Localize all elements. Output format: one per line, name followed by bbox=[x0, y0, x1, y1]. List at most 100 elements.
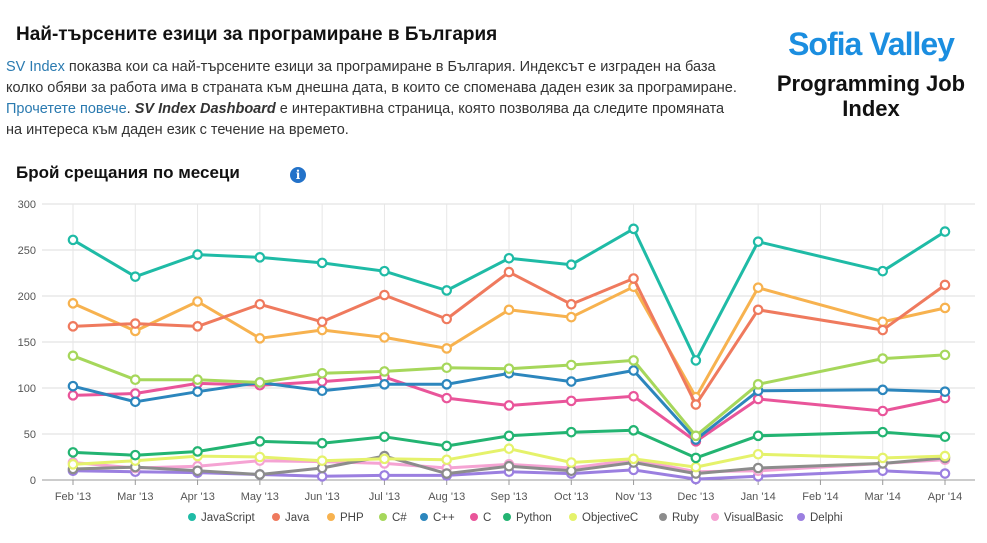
data-point-php[interactable] bbox=[192, 296, 203, 307]
legend-item-java[interactable]: Java bbox=[272, 512, 310, 524]
data-point-objectivec[interactable] bbox=[316, 455, 328, 466]
data-point-php[interactable] bbox=[316, 324, 328, 336]
data-point-c[interactable] bbox=[877, 405, 889, 417]
data-point-c-[interactable] bbox=[939, 386, 951, 397]
data-point-java[interactable] bbox=[503, 266, 515, 278]
data-point-java[interactable] bbox=[192, 321, 203, 332]
data-point-php[interactable] bbox=[441, 343, 453, 354]
data-point-c-[interactable] bbox=[503, 363, 515, 374]
data-point-php[interactable] bbox=[254, 333, 266, 344]
read-more-link[interactable]: Прочетете повече bbox=[6, 101, 127, 117]
data-point-c-[interactable] bbox=[192, 374, 203, 386]
data-point-java[interactable] bbox=[379, 289, 390, 301]
sv-index-link[interactable]: SV Index bbox=[6, 59, 65, 75]
data-point-python[interactable] bbox=[503, 430, 515, 442]
legend-item-python[interactable]: Python bbox=[503, 512, 552, 524]
data-point-php[interactable] bbox=[939, 302, 951, 314]
data-point-c-[interactable] bbox=[129, 396, 141, 408]
data-point-javascript[interactable] bbox=[503, 252, 515, 264]
data-point-javascript[interactable] bbox=[628, 223, 639, 235]
data-point-objectivec[interactable] bbox=[565, 457, 577, 468]
data-point-c-[interactable] bbox=[67, 380, 79, 392]
data-point-java[interactable] bbox=[67, 321, 79, 332]
data-point-java[interactable] bbox=[129, 318, 141, 329]
data-point-python[interactable] bbox=[752, 430, 764, 442]
data-point-python[interactable] bbox=[254, 436, 266, 447]
data-point-c[interactable] bbox=[316, 376, 328, 387]
data-point-python[interactable] bbox=[316, 437, 328, 449]
data-point-java[interactable] bbox=[690, 399, 702, 410]
data-point-python[interactable] bbox=[690, 452, 702, 464]
data-point-java[interactable] bbox=[939, 279, 951, 291]
data-point-javascript[interactable] bbox=[752, 236, 764, 248]
data-point-php[interactable] bbox=[67, 298, 79, 309]
info-icon[interactable]: i bbox=[290, 167, 306, 183]
data-point-c[interactable] bbox=[129, 388, 141, 399]
data-point-c-[interactable] bbox=[316, 367, 328, 379]
data-point-objectivec[interactable] bbox=[503, 443, 515, 455]
data-point-python[interactable] bbox=[441, 440, 453, 452]
data-point-java[interactable] bbox=[877, 324, 889, 336]
data-point-python[interactable] bbox=[192, 446, 203, 457]
data-point-objectivec[interactable] bbox=[690, 461, 702, 473]
data-point-c-[interactable] bbox=[254, 377, 266, 388]
data-point-python[interactable] bbox=[877, 426, 889, 438]
legend-item-ruby[interactable]: Ruby bbox=[659, 512, 699, 524]
data-point-c-[interactable] bbox=[628, 355, 639, 366]
data-point-delphi[interactable] bbox=[379, 470, 390, 481]
data-point-python[interactable] bbox=[129, 449, 141, 461]
data-point-python[interactable] bbox=[628, 425, 639, 436]
data-point-c-[interactable] bbox=[877, 384, 889, 396]
data-point-javascript[interactable] bbox=[379, 265, 390, 277]
data-point-objectivec[interactable] bbox=[67, 459, 79, 470]
data-point-c[interactable] bbox=[441, 392, 453, 404]
data-point-php[interactable] bbox=[565, 311, 577, 323]
data-point-javascript[interactable] bbox=[254, 252, 266, 263]
data-point-c-[interactable] bbox=[316, 385, 328, 397]
data-point-javascript[interactable] bbox=[316, 257, 328, 269]
data-point-objectivec[interactable] bbox=[939, 450, 951, 462]
data-point-objectivec[interactable] bbox=[752, 448, 764, 460]
data-point-objectivec[interactable] bbox=[379, 453, 390, 465]
data-point-php[interactable] bbox=[503, 304, 515, 316]
data-point-javascript[interactable] bbox=[565, 259, 577, 271]
data-point-java[interactable] bbox=[441, 313, 453, 325]
data-point-javascript[interactable] bbox=[129, 271, 141, 282]
data-point-javascript[interactable] bbox=[939, 226, 951, 237]
data-point-objectivec[interactable] bbox=[877, 452, 889, 464]
data-point-java[interactable] bbox=[752, 304, 764, 316]
data-point-c-[interactable] bbox=[192, 386, 203, 397]
data-point-c-[interactable] bbox=[877, 353, 889, 364]
data-point-delphi[interactable] bbox=[939, 468, 951, 479]
legend-item-objectivec[interactable]: ObjectiveC bbox=[569, 512, 638, 524]
data-point-ruby[interactable] bbox=[441, 468, 453, 479]
data-point-c-[interactable] bbox=[67, 350, 79, 362]
legend-item-c[interactable]: C bbox=[470, 512, 491, 524]
data-point-javascript[interactable] bbox=[192, 249, 203, 260]
data-point-java[interactable] bbox=[254, 298, 266, 310]
data-point-c[interactable] bbox=[503, 400, 515, 411]
data-point-c-[interactable] bbox=[441, 362, 453, 374]
data-point-delphi[interactable] bbox=[316, 471, 328, 482]
legend-item-delphi[interactable]: Delphi bbox=[797, 512, 843, 524]
data-point-python[interactable] bbox=[379, 431, 390, 443]
legend-item-c-[interactable]: C# bbox=[379, 512, 407, 524]
data-point-c-[interactable] bbox=[752, 379, 764, 390]
data-point-ruby[interactable] bbox=[752, 462, 764, 474]
data-point-objectivec[interactable] bbox=[441, 454, 453, 466]
legend-item-visualbasic[interactable]: VisualBasic bbox=[711, 512, 783, 524]
data-point-ruby[interactable] bbox=[254, 469, 266, 480]
data-point-c-[interactable] bbox=[628, 365, 639, 376]
data-point-ruby[interactable] bbox=[565, 465, 577, 477]
data-point-c-[interactable] bbox=[441, 379, 453, 390]
data-point-c-[interactable] bbox=[565, 359, 577, 371]
data-point-c-[interactable] bbox=[379, 379, 390, 390]
data-point-c-[interactable] bbox=[565, 376, 577, 387]
data-point-ruby[interactable] bbox=[192, 465, 203, 477]
legend-item-c-[interactable]: C++ bbox=[420, 512, 455, 524]
data-point-php[interactable] bbox=[379, 332, 390, 343]
data-point-c-[interactable] bbox=[129, 374, 141, 386]
chart-legend[interactable]: JavaScript Java PHP C# C++ C Python ObjectiveC R… bbox=[188, 512, 843, 524]
data-point-objectivec[interactable] bbox=[254, 451, 266, 463]
data-point-c[interactable] bbox=[752, 393, 764, 405]
